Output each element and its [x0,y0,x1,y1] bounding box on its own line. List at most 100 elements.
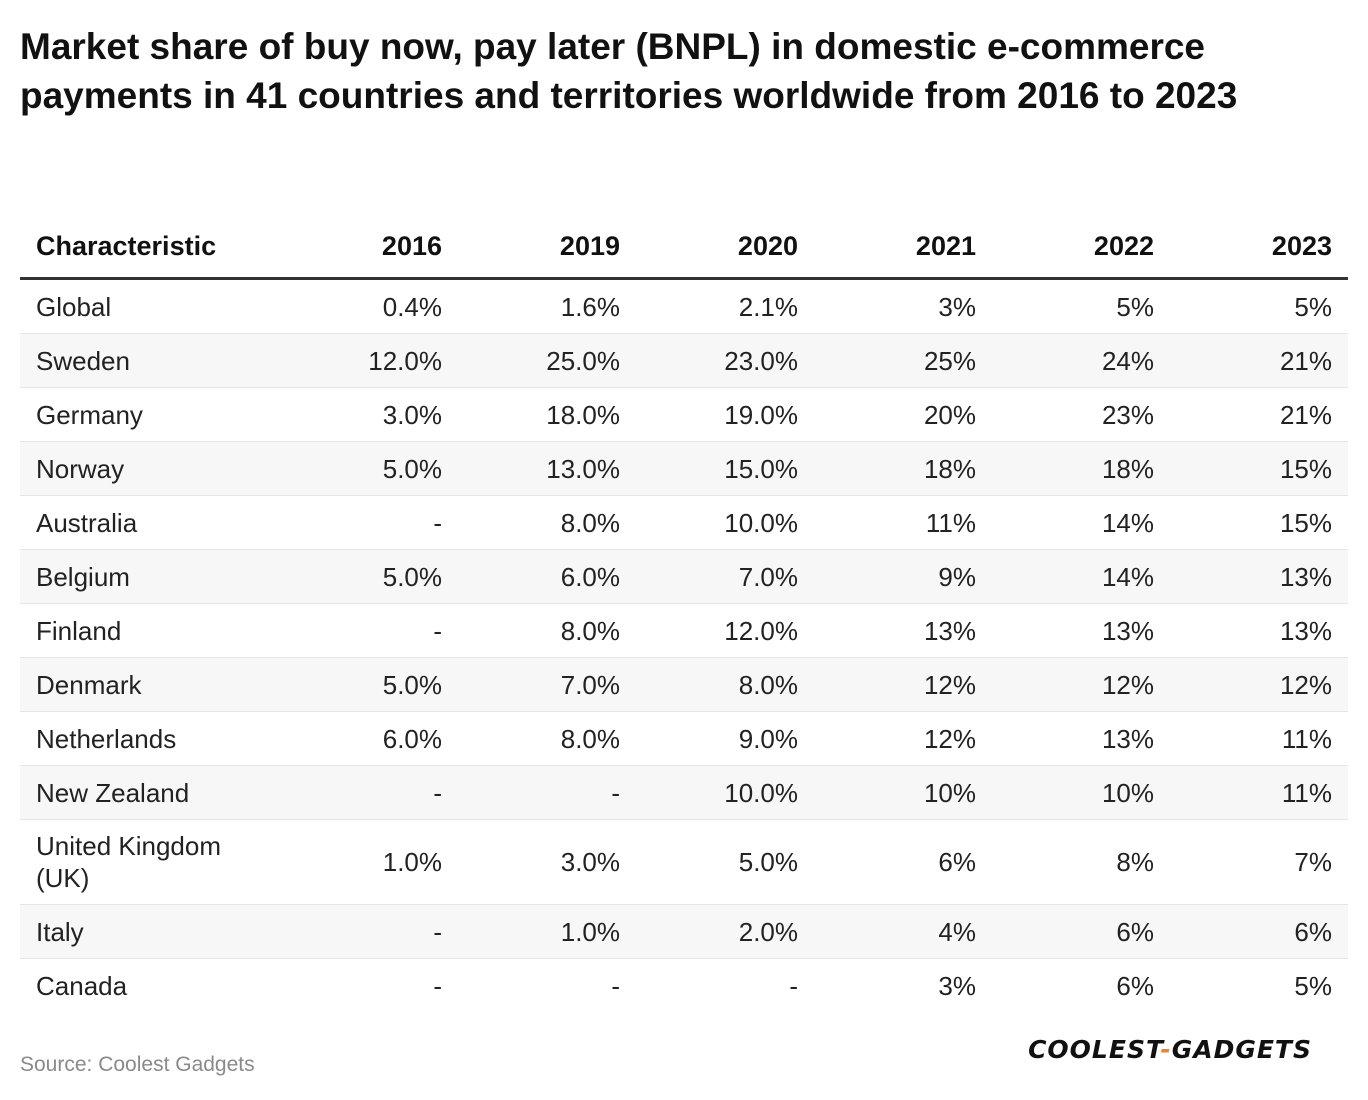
column-header: 2019 [458,215,636,280]
row-label-cell: United Kingdom (UK) [20,819,280,905]
value-cell: 5.0% [280,549,458,604]
value-cell: 5.0% [280,657,458,712]
brand-logo: COOLEST-GADGETS [1028,1035,1312,1064]
value-cell: 5% [1294,970,1332,1001]
table-header-row: Characteristic 2016 2019 2020 2021 2022 … [20,215,1348,280]
brand-logo-left: COOLEST [1028,1035,1161,1064]
column-header: 2016 [280,215,458,280]
value-cell: 11% [814,495,992,550]
table-row: Canada - - - 3% 6% 5% [20,959,1348,1013]
value-cell: 12% [814,657,992,712]
column-header: 2023 [1170,215,1348,280]
value-cell: 14% [992,549,1170,604]
value-cell: 2.0% [636,904,814,959]
table-row: Netherlands 6.0% 8.0% 9.0% 12% 13% 11% [20,711,1348,766]
value-cell: 12% [992,657,1170,712]
value-cell: 8.0% [636,657,814,712]
value-cell: 5% [992,278,1170,334]
value-cell: 9.0% [636,711,814,766]
value-cell: 13% [992,603,1170,658]
value-cell: 10.0% [636,495,814,550]
value-cell: 14% [992,495,1170,550]
value-cell: 18.0% [458,387,636,442]
table-row: Belgium 5.0% 6.0% 7.0% 9% 14% 13% [20,549,1348,604]
value-cell: 6% [992,904,1170,959]
row-label-cell: Denmark [20,657,280,712]
table-row: Italy -1.0% 2.0% 4% 6% 6% [20,904,1348,959]
table-row: Germany 3.0% 18.0% 19.0% 20% 23% 21% [20,387,1348,442]
value-cell: 24% [992,333,1170,388]
table-row: Norway 5.0% 13.0% 15.0% 18% 18% 15% [20,441,1348,496]
value-cell: 3% [814,278,992,334]
value-cell: 8.0% [458,495,636,550]
column-header: Characteristic [20,215,280,280]
value-cell: 1.0% [280,819,458,905]
value-cell: 7.0% [458,657,636,712]
value-cell: 0.4% [280,278,458,334]
table-row: United Kingdom (UK) 1.0% 3.0% 5.0% 6% 8% 7% [20,819,1348,905]
value-cell: 12% [1170,657,1348,712]
table-row: Finland -8.0% 12.0% 13% 13% 13% [20,603,1348,658]
table-row: Global 0.4% 1.6% 2.1% 3% 5% 5% [20,278,1348,334]
table-row: Sweden 12.0% 25.0% 23.0% 25% 24% 21% [20,333,1348,388]
table-body: Global 0.4% 1.6% 2.1% 3% 5% 5% Sweden 12.0% 25.0%… [20,278,1348,1013]
value-cell: 7% [1170,819,1348,905]
table-row: New Zealand - -10.0% 10% 10% 11% [20,765,1348,820]
row-label-cell: Finland [20,603,280,658]
value-cell: 5.0% [280,441,458,496]
value-cell: 6% [1116,970,1154,1001]
row-label-cell: Norway [20,441,280,496]
row-label-cell: Italy [20,904,280,959]
value-cell: 19.0% [636,387,814,442]
value-cell: 6% [814,819,992,905]
value-cell: - [611,970,620,1001]
value-cell: 13% [1170,549,1348,604]
table-row: Australia -8.0% 10.0% 11% 14% 15% [20,495,1348,550]
value-cell: 15% [1170,495,1348,550]
value-cell: - [458,765,636,820]
value-cell: 9% [814,549,992,604]
row-label-cell: Global [20,278,280,334]
row-label-cell: Germany [20,387,280,442]
value-cell: 3.0% [280,387,458,442]
value-cell: 13% [814,603,992,658]
value-cell: 25% [814,333,992,388]
value-cell: 5% [1170,278,1348,334]
value-cell: 21% [1170,387,1348,442]
value-cell: 18% [814,441,992,496]
value-cell: 8.0% [458,603,636,658]
value-cell: 4% [814,904,992,959]
value-cell: 8.0% [458,711,636,766]
value-cell: 13% [1170,603,1348,658]
value-cell: 15.0% [636,441,814,496]
value-cell: 11% [1170,711,1348,766]
value-cell: 13.0% [458,441,636,496]
brand-logo-separator: - [1160,1035,1172,1064]
value-cell: 23.0% [636,333,814,388]
value-cell: 20% [814,387,992,442]
row-label-cell: Australia [20,495,280,550]
row-label-cell: Canada [36,970,128,1001]
row-label-cell: Sweden [20,333,280,388]
value-cell: 18% [992,441,1170,496]
column-header: 2021 [814,215,992,280]
value-cell: 1.0% [458,904,636,959]
row-label-cell: Belgium [20,549,280,604]
value-cell: 7.0% [636,549,814,604]
value-cell: - [280,765,458,820]
brand-logo-right: GADGETS [1171,1035,1312,1064]
value-cell: 21% [1170,333,1348,388]
value-cell: 15% [1170,441,1348,496]
column-header: 2020 [636,215,814,280]
value-cell: 2.1% [636,278,814,334]
data-table: Characteristic 2016 2019 2020 2021 2022 … [20,215,1348,1012]
value-cell: 3.0% [458,819,636,905]
value-cell: 12.0% [280,333,458,388]
value-cell: 12.0% [636,603,814,658]
value-cell: 6% [1170,904,1348,959]
value-cell: 13% [992,711,1170,766]
value-cell: 10% [992,765,1170,820]
value-cell: - [433,970,442,1001]
value-cell: - [280,603,458,658]
value-cell: 10% [814,765,992,820]
